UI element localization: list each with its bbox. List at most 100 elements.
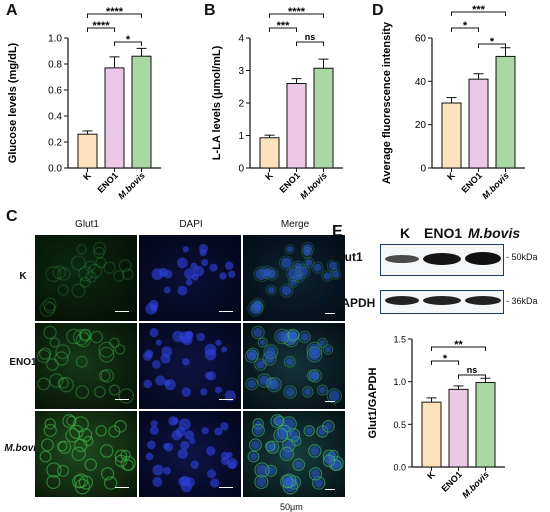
significance-bracket [458,374,486,379]
band-gapdh-mbovis [465,296,501,305]
x-tick-label: K [445,170,457,182]
significance-bracket [269,13,324,18]
cell-nucleus [210,478,220,488]
scale-bar [115,311,129,312]
cell-membrane [113,270,125,282]
bar-mbovis [495,55,516,169]
cell-membrane [75,385,90,399]
cell-nucleus [305,259,313,267]
cell-nucleus [246,351,257,361]
bar-eno1 [448,388,469,468]
cell-nucleus [228,461,236,469]
bar-mbovis [475,382,496,468]
significance-label: *** [277,20,291,32]
cell-membrane [39,300,56,317]
significance-label: * [443,353,448,365]
cell-nucleus [226,451,233,459]
cell-nucleus [300,332,309,342]
cell-nucleus [328,390,340,402]
x-tick-label: ENO1 [278,170,302,194]
cell-membrane [306,346,323,363]
cell-membrane [38,347,52,360]
significance-label: **** [106,6,124,18]
significance-label: * [490,36,495,48]
cell-membrane [57,464,70,477]
cell-membrane [44,418,56,430]
cell-membrane [278,255,294,271]
cell-membrane [84,260,96,272]
cell-nucleus [215,386,222,394]
panel-letter-b: B [204,2,216,19]
cell-nucleus [163,443,170,450]
cell-membrane [58,376,74,393]
cell-membrane [311,261,324,274]
y-tick-label: 20 [415,120,427,131]
cell-nucleus [224,261,234,271]
band-gapdh-k [385,296,419,305]
x-tick-label: K [263,170,275,182]
cell-membrane [46,358,59,371]
cell-nucleus [308,348,321,361]
y-tick-label: 1.5 [393,335,406,345]
cell-nucleus [196,332,205,342]
cell-membrane [78,329,92,342]
cell-nucleus [259,375,270,386]
cell-nucleus [280,257,292,269]
cell-nucleus [201,259,209,267]
cell-membrane [49,337,60,348]
cell-membrane [98,346,115,363]
cell-membrane [265,284,277,296]
cell-membrane [303,425,315,437]
cell-membrane [39,450,52,463]
cell-nucleus [268,379,280,391]
cell-membrane [254,462,270,478]
cell-membrane [70,255,86,271]
cell-membrane [72,474,86,489]
micrograph-eno1-glut1 [35,323,137,409]
cell-membrane [326,388,342,404]
marker-36kda: - 36kDa [506,296,538,306]
band-glut1-eno1 [423,253,461,265]
scale-bar [325,313,335,314]
cell-membrane [65,427,80,443]
cell-nucleus [281,285,292,296]
cell-nucleus [184,268,196,280]
cell-nucleus [319,339,326,346]
y-tick-label: 0.0 [393,463,406,473]
cell-nucleus [176,257,188,269]
cell-nucleus [152,464,164,476]
cell-nucleus [152,476,163,487]
cell-membrane [317,337,328,349]
cell-nucleus [155,339,162,346]
significance-label: * [463,20,468,32]
cell-nucleus [281,448,292,459]
row-header-eno1: ENO1 [9,357,37,368]
cell-nucleus [288,430,299,440]
cell-nucleus [152,360,161,369]
cell-membrane [247,450,260,463]
cell-membrane [95,425,107,437]
cell-nucleus [224,390,236,402]
cell-membrane [265,441,276,452]
significance-bracket [87,13,142,18]
cell-nucleus [314,478,324,488]
cell-membrane [251,325,265,340]
blot-row-glut1: Glut1 [332,250,363,264]
cell-membrane [103,476,118,490]
cell-nucleus [276,417,283,425]
cell-nucleus [178,476,188,487]
y-tick-label: 0.5 [393,420,406,430]
panel-letter-e: E [332,223,343,240]
column-header-merge: Merge [280,219,310,230]
cell-nucleus [288,268,300,280]
cell-nucleus [259,339,266,346]
cell-membrane [109,337,120,349]
cell-membrane [308,444,322,458]
x-tick-label: M.bovis [298,170,329,201]
cell-membrane [316,384,328,396]
scale-bar [325,489,335,490]
cell-nucleus [220,456,230,466]
lane-label-k: K [400,225,411,241]
cell-membrane [98,341,115,358]
